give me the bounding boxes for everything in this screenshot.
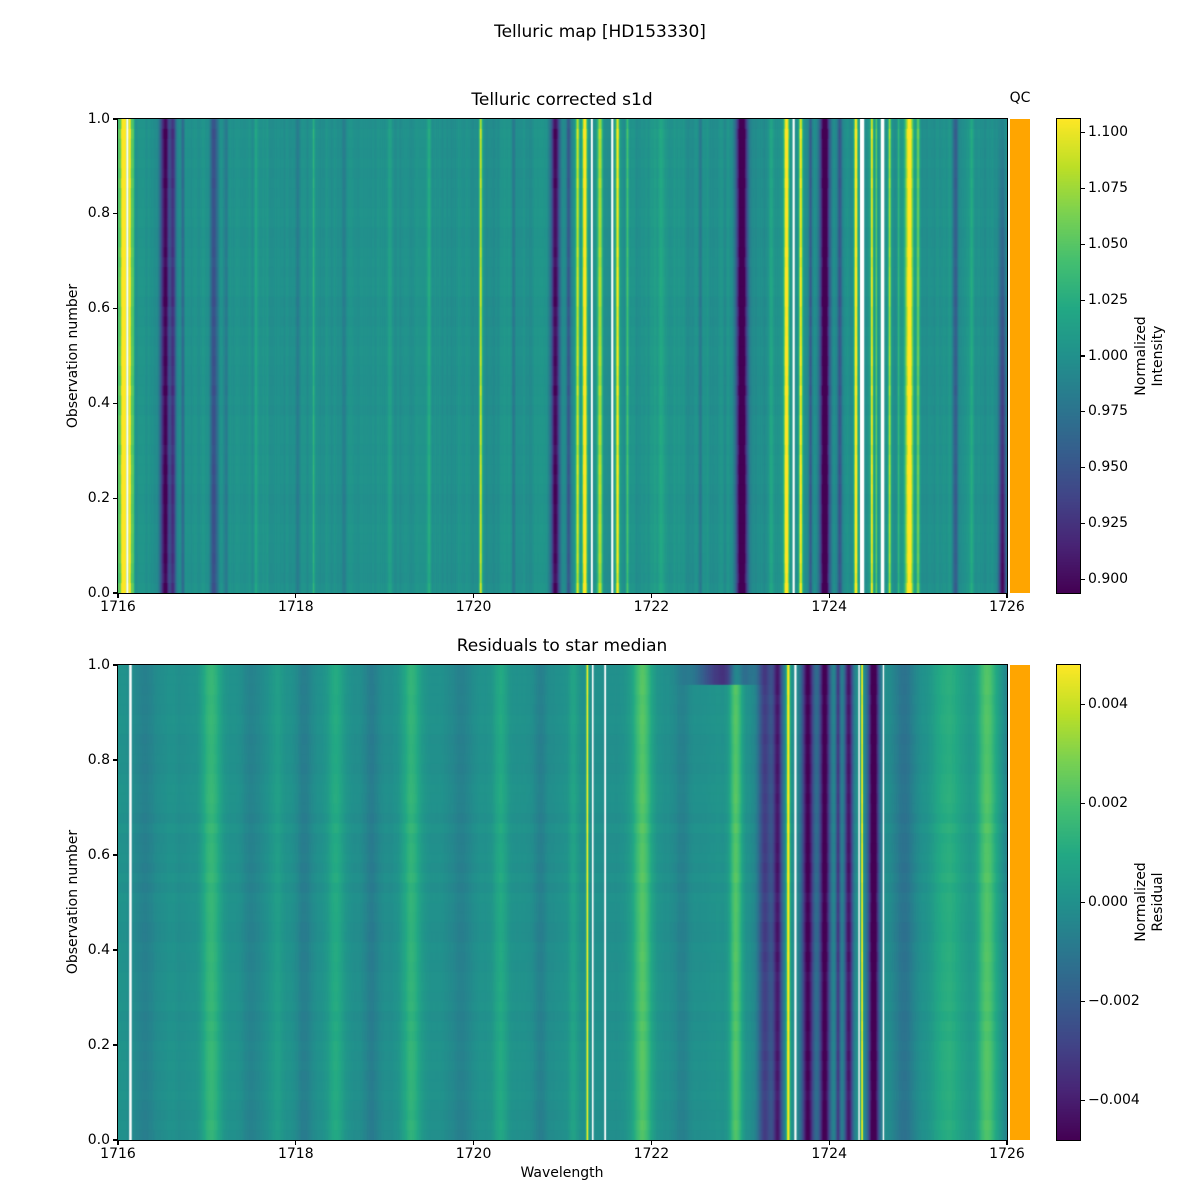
y-tick-mark <box>113 949 117 951</box>
colorbar-tick-mark <box>1081 1099 1085 1101</box>
x-tick-mark <box>828 594 830 598</box>
y-tick-mark <box>113 1044 117 1046</box>
x-tick-mark <box>473 1141 475 1145</box>
x-tick-mark <box>473 594 475 598</box>
colorbar-tick-label: 0.002 <box>1088 795 1129 812</box>
x-tick-mark <box>295 594 297 598</box>
colorbar-tick-mark <box>1081 802 1085 805</box>
y-tick-mark <box>113 1139 117 1141</box>
y-tick-label: 0.8 <box>87 751 110 768</box>
x-tick-label: 1726 <box>989 599 1025 615</box>
y-tick-mark <box>113 759 117 761</box>
y-tick-mark <box>113 308 117 310</box>
x-tick-mark <box>1006 1141 1008 1145</box>
y-tick-label: 0.0 <box>87 1131 110 1148</box>
x-tick-mark <box>1006 594 1008 598</box>
colorbar-tick-label: 1.025 <box>1088 291 1129 308</box>
colorbar-tick-mark <box>1081 187 1085 189</box>
y-tick-label: 0.4 <box>87 941 110 958</box>
x-tick-label: 1724 <box>811 1146 848 1162</box>
colorbar-tick-label: 0.950 <box>1088 459 1129 476</box>
x-tick-mark <box>117 594 119 598</box>
x-tick-mark <box>117 1141 119 1145</box>
x-tick-label: 1722 <box>633 1146 670 1162</box>
y-tick-mark <box>113 854 117 856</box>
colorbar-tick-label: 0.925 <box>1088 515 1129 532</box>
y-tick-mark <box>113 118 117 120</box>
x-tick-mark <box>650 1141 652 1145</box>
colorbar-tick-mark <box>1081 243 1085 245</box>
x-tick-label: 1722 <box>633 599 670 615</box>
colorbar-tick-mark <box>1081 299 1085 301</box>
colorbar-tick-label: −0.002 <box>1088 992 1140 1009</box>
x-tick-label: 1718 <box>277 1146 314 1162</box>
y-tick-label: 0.6 <box>87 846 110 863</box>
y-tick-mark <box>113 213 117 215</box>
colorbar-tick-mark <box>1081 411 1085 413</box>
y-tick-label: 1.0 <box>87 656 110 673</box>
x-tick-mark <box>650 594 652 598</box>
colorbar-tick-mark <box>1081 355 1085 357</box>
y-tick-mark <box>113 497 117 499</box>
colorbar-tick-label: −0.004 <box>1088 1091 1140 1108</box>
y-tick-label: 0.8 <box>87 205 110 222</box>
x-tick-label: 1716 <box>100 599 136 615</box>
panel2-title: Residuals to star median <box>456 636 668 656</box>
colorbar-tick-label: 0.000 <box>1088 894 1129 910</box>
colorbar-tick-label: 1.075 <box>1088 179 1129 196</box>
x-tick-label: 1720 <box>455 599 492 615</box>
y-tick-label: 0.6 <box>87 300 110 317</box>
panel2-qc-bar <box>1010 665 1030 1140</box>
panel2-colorbar <box>1056 664 1081 1141</box>
y-tick-label: 0.4 <box>87 394 110 411</box>
figure-title: Telluric map [HD153330] <box>494 22 706 42</box>
panel1-qc-label: QC <box>1009 90 1031 106</box>
panel2-colorbar-label: Normalized Residual <box>1133 862 1166 942</box>
panel1-qc-bar <box>1010 119 1030 593</box>
colorbar-tick-label: 1.050 <box>1088 235 1129 252</box>
colorbar-tick-mark <box>1081 578 1085 581</box>
y-tick-label: 0.2 <box>87 1036 110 1053</box>
x-tick-mark <box>828 1141 830 1145</box>
x-tick-label: 1720 <box>455 1146 492 1162</box>
colorbar-tick-mark <box>1081 131 1085 133</box>
telluric-corrected-heatmap <box>117 118 1008 594</box>
y-tick-mark <box>113 664 117 666</box>
x-tick-label: 1718 <box>277 599 314 615</box>
colorbar-tick-label: 0.900 <box>1088 571 1129 588</box>
x-tick-mark <box>295 1141 297 1145</box>
panel1-title: Telluric corrected s1d <box>471 90 653 110</box>
colorbar-tick-label: 1.000 <box>1088 347 1129 364</box>
x-axis-label: Wavelength <box>520 1165 604 1181</box>
y-tick-mark <box>113 402 117 404</box>
colorbar-tick-mark <box>1081 703 1085 706</box>
y-tick-label: 0.2 <box>87 489 110 506</box>
y-tick-mark <box>113 592 117 594</box>
y-tick-label: 0.0 <box>87 584 110 601</box>
residuals-heatmap <box>117 664 1008 1141</box>
colorbar-tick-label: 0.004 <box>1088 696 1129 713</box>
colorbar-tick-mark <box>1081 523 1085 525</box>
panel1-colorbar-label: Normalized Intensity <box>1133 316 1166 396</box>
x-tick-label: 1724 <box>811 599 848 615</box>
panel1-colorbar <box>1056 118 1081 594</box>
colorbar-tick-mark <box>1081 467 1085 469</box>
colorbar-tick-label: 0.975 <box>1088 403 1129 420</box>
colorbar-tick-mark <box>1081 901 1085 904</box>
y-tick-label: 1.0 <box>87 110 110 127</box>
colorbar-tick-label: 1.100 <box>1088 123 1129 140</box>
colorbar-tick-mark <box>1081 1000 1085 1003</box>
x-tick-label: 1726 <box>989 1146 1025 1162</box>
x-tick-label: 1716 <box>100 1146 136 1162</box>
